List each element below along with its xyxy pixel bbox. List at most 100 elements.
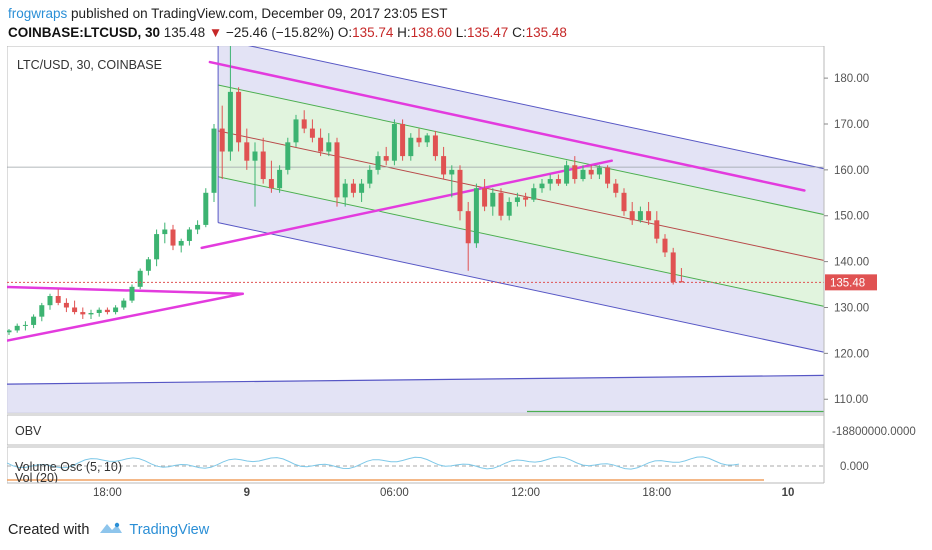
candle-body — [523, 197, 529, 200]
chart-title-label: LTC/USD, 30, COINBASE — [17, 58, 162, 72]
candle — [31, 314, 37, 329]
time-tick-label: 18:00 — [93, 487, 122, 498]
candle-body — [555, 179, 561, 184]
candle — [72, 300, 78, 315]
candle — [498, 188, 504, 221]
open-value: 135.74 — [352, 25, 394, 40]
candle-body — [301, 119, 307, 129]
candle — [334, 137, 340, 207]
candle-body — [285, 142, 291, 170]
tradingview-logo-icon[interactable] — [99, 521, 123, 539]
candle — [195, 220, 201, 235]
candle — [137, 268, 143, 290]
candle-body — [646, 211, 652, 221]
candle-body — [400, 123, 406, 157]
candle-body — [96, 309, 102, 313]
candle-body — [572, 165, 578, 180]
channel-upper-line — [217, 38, 912, 188]
trendline-4[interactable] — [208, 60, 806, 192]
candle-body — [63, 302, 69, 308]
candle-body — [195, 224, 201, 230]
candle — [506, 197, 512, 221]
candle — [547, 174, 553, 191]
volume-osc-value-label: 0.000 — [840, 461, 869, 473]
candle — [457, 165, 463, 221]
candle-body — [621, 192, 627, 212]
candle — [6, 329, 12, 336]
created-with-text: Created with — [8, 522, 90, 538]
candle-body — [342, 183, 348, 198]
candle — [465, 201, 471, 271]
candle-body — [145, 259, 151, 271]
candle-body — [47, 296, 53, 306]
price-chart[interactable]: LTC/USD, 30, COINBASE 110.00 120.00 130.00… — [0, 4, 925, 499]
candle — [301, 110, 307, 134]
candle — [211, 123, 217, 202]
candle-body — [367, 169, 373, 184]
trendline-1[interactable] — [0, 292, 244, 344]
candle — [47, 293, 53, 310]
time-tick-label: 10 — [782, 487, 795, 498]
candle — [178, 238, 184, 253]
symbol-bar: COINBASE:LTCUSD, 30 135.48 ▼ −25.46 (−15… — [8, 25, 567, 40]
close-value: 135.48 — [525, 25, 567, 40]
candle-body — [383, 156, 389, 161]
candle-body — [260, 151, 266, 180]
candle-body — [465, 211, 471, 244]
candle — [662, 234, 668, 258]
candle — [268, 160, 274, 193]
candle-body — [514, 197, 520, 202]
trendline-3[interactable] — [200, 159, 613, 250]
candle — [391, 119, 397, 166]
price-tick-label: 140.00 — [834, 257, 869, 269]
time-tick-label: 18:00 — [642, 487, 671, 498]
symbol-label: COINBASE:LTCUSD, 30 — [8, 25, 161, 40]
candle — [39, 302, 45, 322]
candle — [145, 257, 151, 276]
candle — [580, 165, 586, 182]
candle — [22, 321, 28, 331]
candle — [629, 201, 635, 225]
candle-body — [186, 229, 192, 241]
candle-body — [350, 183, 356, 193]
obv-pane[interactable] — [6, 414, 825, 446]
price-tick-label: 130.00 — [834, 302, 869, 314]
last-price: 135.48 — [163, 25, 206, 40]
obv-value-label: -18800000.0000 — [832, 426, 916, 438]
candle-body — [244, 142, 250, 161]
volume-osc-label: Volume Osc (5, 10) — [15, 460, 122, 474]
candle-body — [441, 156, 447, 175]
chart-frame[interactable]: LTC/USD, 30, COINBASE 110.00 120.00 130.00… — [0, 4, 925, 499]
candle-body — [539, 183, 545, 189]
time-tick-label: 12:00 — [511, 487, 540, 498]
candle — [531, 183, 537, 202]
candle-body — [203, 192, 209, 225]
trendline-2[interactable] — [0, 285, 244, 295]
low-value: 135.47 — [467, 25, 509, 40]
last-price-badge-label: 135.48 — [830, 277, 865, 289]
candle-body — [613, 183, 619, 193]
candle — [564, 160, 570, 186]
candle — [252, 142, 258, 207]
candle-body — [137, 270, 143, 287]
candle-body — [457, 169, 463, 212]
candle-body — [482, 188, 488, 207]
price-tick-label: 170.00 — [834, 119, 869, 131]
tradingview-brand[interactable]: TradingView — [129, 522, 210, 538]
volume-osc-pane[interactable] — [6, 446, 825, 484]
candle-body — [375, 156, 381, 170]
candle — [359, 179, 365, 202]
author-link[interactable]: frogwraps — [8, 6, 68, 21]
time-tick-label: 9 — [244, 487, 250, 498]
candle — [309, 119, 315, 143]
price-tick-label: 110.00 — [834, 394, 868, 406]
candle-body — [162, 229, 168, 235]
candle-body — [596, 167, 602, 175]
candle-body — [408, 137, 414, 157]
footer: Created with TradingView — [8, 521, 209, 539]
candle — [80, 307, 86, 319]
candle — [203, 188, 209, 228]
candle — [375, 151, 381, 175]
candle — [646, 201, 652, 225]
price-tick-label: 150.00 — [834, 211, 869, 223]
